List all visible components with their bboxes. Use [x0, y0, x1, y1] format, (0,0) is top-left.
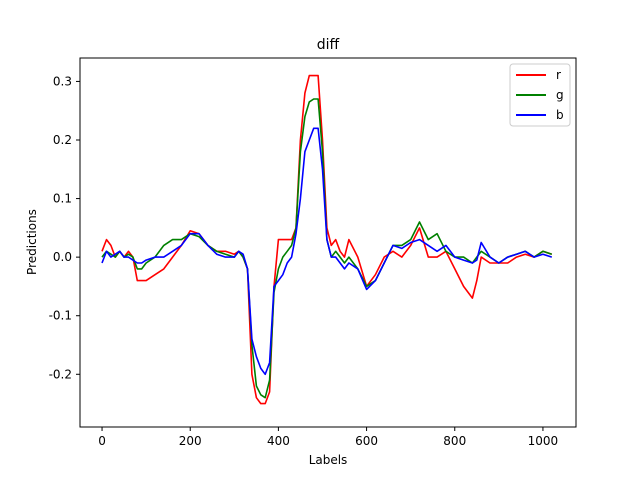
x-tick-label: 1000 — [528, 434, 559, 448]
x-axis-label: Labels — [309, 453, 348, 467]
y-tick-label: 0.3 — [53, 74, 72, 88]
legend-label-r: r — [556, 68, 561, 82]
y-tick-label: 0.2 — [53, 133, 72, 147]
y-tick-label: 0.0 — [53, 250, 72, 264]
series-line-g — [101, 98, 553, 399]
chart-title: diff — [317, 37, 340, 53]
y-axis-ticks: -0.2 -0.1 0.0 0.1 0.2 0.3 — [49, 74, 80, 381]
y-tick-label: -0.2 — [49, 367, 72, 381]
plot-frame — [79, 57, 577, 428]
legend-label-g: g — [556, 88, 564, 102]
x-tick-label: 800 — [443, 434, 466, 448]
series-layer — [101, 74, 553, 405]
x-tick-label: 400 — [267, 434, 290, 448]
series-line-r — [101, 74, 553, 405]
legend: rgb — [509, 63, 571, 127]
y-tick-label: -0.1 — [49, 309, 72, 323]
x-tick-label: 200 — [179, 434, 202, 448]
legend-label-b: b — [556, 108, 564, 122]
series-line-b — [101, 127, 553, 376]
y-axis-label: Predictions — [25, 209, 39, 275]
x-axis-ticks: 0 200 400 600 800 1000 — [98, 427, 558, 448]
x-tick-label: 600 — [355, 434, 378, 448]
x-tick-label: 0 — [98, 434, 106, 448]
y-tick-label: 0.1 — [53, 192, 72, 206]
